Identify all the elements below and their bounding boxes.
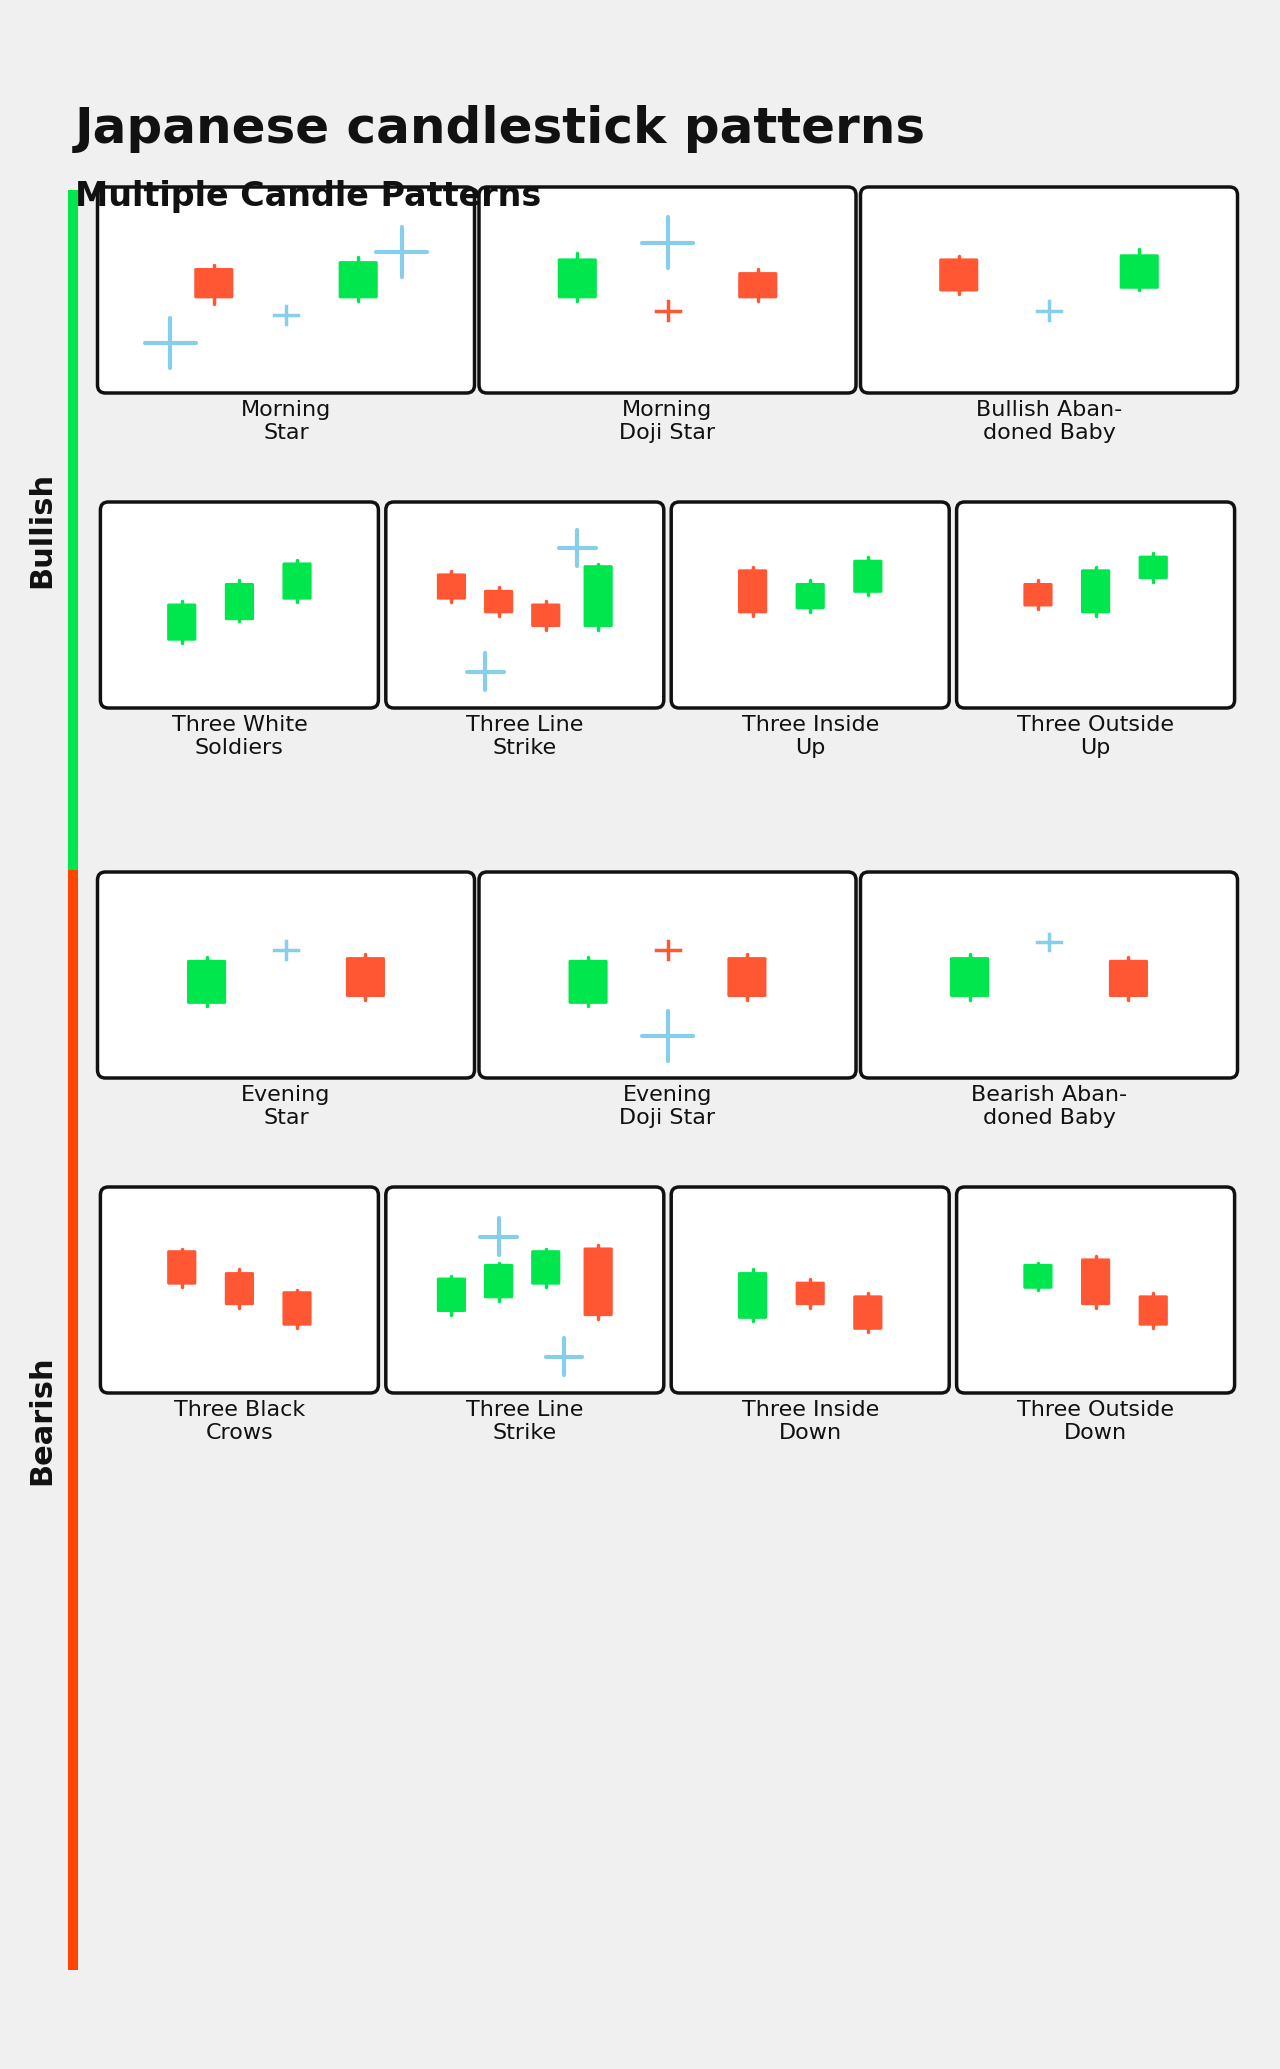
FancyBboxPatch shape xyxy=(739,1272,767,1318)
FancyBboxPatch shape xyxy=(558,259,596,298)
FancyBboxPatch shape xyxy=(956,503,1235,708)
Text: Multiple Candle Patterns: Multiple Candle Patterns xyxy=(76,180,541,213)
FancyBboxPatch shape xyxy=(283,563,311,600)
FancyBboxPatch shape xyxy=(1024,1264,1052,1289)
FancyBboxPatch shape xyxy=(1139,1295,1167,1326)
FancyBboxPatch shape xyxy=(860,871,1238,1078)
FancyBboxPatch shape xyxy=(940,259,978,292)
FancyBboxPatch shape xyxy=(484,1264,513,1299)
Text: Three Inside
Down: Three Inside Down xyxy=(741,1401,879,1444)
FancyBboxPatch shape xyxy=(671,1188,950,1392)
FancyBboxPatch shape xyxy=(68,190,78,869)
FancyBboxPatch shape xyxy=(484,590,513,612)
Text: Bullish Aban-
doned Baby: Bullish Aban- doned Baby xyxy=(975,399,1123,443)
Text: Three Line
Strike: Three Line Strike xyxy=(466,716,584,757)
FancyBboxPatch shape xyxy=(796,583,824,608)
FancyBboxPatch shape xyxy=(739,273,777,298)
FancyBboxPatch shape xyxy=(225,1272,253,1306)
FancyBboxPatch shape xyxy=(531,1250,561,1285)
FancyBboxPatch shape xyxy=(1120,254,1158,290)
FancyBboxPatch shape xyxy=(168,1250,196,1285)
FancyBboxPatch shape xyxy=(1139,557,1167,579)
FancyBboxPatch shape xyxy=(346,958,385,997)
FancyBboxPatch shape xyxy=(68,869,78,1970)
FancyBboxPatch shape xyxy=(479,186,856,393)
FancyBboxPatch shape xyxy=(854,1295,882,1330)
FancyBboxPatch shape xyxy=(385,503,664,708)
FancyBboxPatch shape xyxy=(1082,569,1110,612)
FancyBboxPatch shape xyxy=(339,261,378,298)
FancyBboxPatch shape xyxy=(187,960,227,1003)
FancyBboxPatch shape xyxy=(671,503,950,708)
FancyBboxPatch shape xyxy=(100,1188,379,1392)
FancyBboxPatch shape xyxy=(531,604,561,627)
FancyBboxPatch shape xyxy=(1024,583,1052,606)
FancyBboxPatch shape xyxy=(956,1188,1235,1392)
Text: Three White
Soldiers: Three White Soldiers xyxy=(172,716,307,757)
Text: Bullish: Bullish xyxy=(27,472,56,588)
FancyBboxPatch shape xyxy=(385,1188,664,1392)
Text: Evening
Star: Evening Star xyxy=(242,1084,330,1128)
FancyBboxPatch shape xyxy=(436,1277,466,1312)
FancyBboxPatch shape xyxy=(854,561,882,594)
FancyBboxPatch shape xyxy=(1082,1258,1110,1306)
FancyBboxPatch shape xyxy=(739,569,767,612)
FancyBboxPatch shape xyxy=(97,186,475,393)
FancyBboxPatch shape xyxy=(100,503,379,708)
Text: Three Outside
Up: Three Outside Up xyxy=(1018,716,1174,757)
FancyBboxPatch shape xyxy=(1108,960,1148,997)
FancyBboxPatch shape xyxy=(283,1291,311,1326)
FancyBboxPatch shape xyxy=(860,186,1238,393)
FancyBboxPatch shape xyxy=(584,1248,613,1316)
FancyBboxPatch shape xyxy=(727,958,767,997)
Text: Japanese candlestick patterns: Japanese candlestick patterns xyxy=(76,106,927,153)
FancyBboxPatch shape xyxy=(950,958,989,997)
Text: Morning
Star: Morning Star xyxy=(241,399,332,443)
Text: Three Line
Strike: Three Line Strike xyxy=(466,1401,584,1444)
FancyBboxPatch shape xyxy=(568,960,608,1003)
FancyBboxPatch shape xyxy=(97,871,475,1078)
FancyBboxPatch shape xyxy=(195,269,233,298)
Text: Evening
Doji Star: Evening Doji Star xyxy=(620,1084,716,1128)
FancyBboxPatch shape xyxy=(225,583,253,621)
Text: Morning
Doji Star: Morning Doji Star xyxy=(620,399,716,443)
FancyBboxPatch shape xyxy=(479,871,856,1078)
FancyBboxPatch shape xyxy=(436,573,466,600)
Text: Three Black
Crows: Three Black Crows xyxy=(174,1401,305,1444)
Text: Three Outside
Down: Three Outside Down xyxy=(1018,1401,1174,1444)
FancyBboxPatch shape xyxy=(168,604,196,641)
Text: Bearish Aban-
doned Baby: Bearish Aban- doned Baby xyxy=(972,1084,1128,1128)
FancyBboxPatch shape xyxy=(584,565,613,627)
Text: Bearish: Bearish xyxy=(27,1355,56,1486)
FancyBboxPatch shape xyxy=(796,1281,824,1306)
Text: Three Inside
Up: Three Inside Up xyxy=(741,716,879,757)
